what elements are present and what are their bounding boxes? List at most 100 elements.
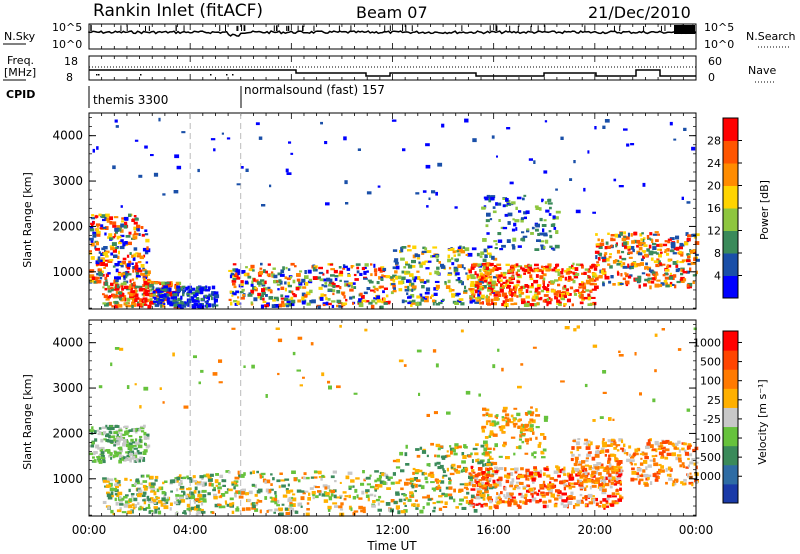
velocity-cell [414,490,417,493]
power-cell [543,294,549,297]
power-cell [415,192,420,195]
power-cell [502,226,508,230]
velocity-cell [531,490,534,495]
velocity-cell [496,483,499,487]
velocity-cell [296,369,301,372]
power-cell [129,284,132,288]
power-cell [112,248,117,253]
power-cell [624,272,627,275]
power-cell [140,264,145,268]
power-cell [324,281,328,285]
power-cell [575,289,580,292]
power-cell [533,279,539,284]
power-cell [544,201,548,205]
velocity-cell [517,419,521,423]
power-cell [534,263,539,267]
velocity-cell [485,467,490,471]
velocity-cell [114,477,117,481]
velocity-cell [602,488,607,492]
velocity-cell [90,444,95,448]
velocity-cell [128,488,131,493]
power-cell [108,301,112,306]
velocity-cell [229,502,233,507]
velocity-cell [305,476,310,480]
velocity-cell [634,463,637,466]
velocity-cell [353,392,358,395]
power-cell [539,269,545,272]
velocity-cell [470,452,473,456]
velocity-cell [241,507,246,512]
power-cell [465,272,468,275]
power-cell [622,265,628,269]
power-cell [623,236,627,240]
velocity-cell [486,479,490,483]
power-cell [392,284,396,289]
velocity-cell [364,477,367,480]
power-cell [338,272,344,277]
power-cell [451,289,455,292]
power-cell [605,241,609,245]
velocity-cell [541,495,546,498]
velocity-cell [313,470,318,474]
velocity-cell [131,494,134,498]
power-cell [633,239,637,244]
power-cell [267,273,271,278]
velocity-cell [666,473,671,477]
power-cell [111,288,114,292]
power-cell [284,276,288,280]
velocity-cell [606,497,610,501]
velocity-cell [480,460,484,464]
power-cell [428,197,431,200]
power-cell [669,121,673,126]
velocity-cell [507,475,511,479]
power-cell [676,260,679,264]
power-cell [355,263,361,266]
velocity-cell [487,494,490,498]
velocity-cell [487,496,492,501]
power-cell [623,241,628,246]
power-cell [539,296,543,300]
velocity-cell [163,505,169,510]
velocity-cell [374,470,379,473]
velocity-cell [288,512,294,515]
velocity-cell [435,487,439,491]
power-cell [148,288,152,292]
power-cell [520,238,525,241]
velocity-cell [524,501,528,505]
colorbar-tick-label: -500 [696,451,721,464]
power-cell [116,255,120,260]
velocity-cell [621,448,624,452]
power-cell [366,270,369,273]
power-cell [609,253,612,256]
power-cell [497,239,503,243]
velocity-cell [103,438,107,441]
velocity-cell [470,494,475,499]
beam-title: Beam 07 [356,3,428,22]
power-cell [286,303,292,307]
power-cell [485,219,490,223]
velocity-cell [221,479,224,482]
power-cell [643,237,646,240]
power-cell [617,234,622,238]
velocity-cell [607,457,612,461]
power-cell [424,247,428,251]
power-cell [523,268,528,272]
velocity-cell [478,479,483,482]
velocity-cell [129,479,132,482]
power-cell [619,282,624,285]
velocity-cell [520,363,524,366]
velocity-cell [626,458,631,463]
velocity-cell [478,393,481,397]
velocity-cell [677,348,682,351]
velocity-cell [686,445,691,450]
power-cell [669,281,673,285]
velocity-cell [531,452,534,457]
velocity-cell [678,460,682,463]
power-cell [144,233,149,236]
velocity-cell [408,482,412,485]
velocity-cell [148,482,153,487]
velocity-cell [484,451,489,455]
power-cell [261,288,266,292]
velocity-cell [285,488,289,492]
power-cell [122,295,127,299]
